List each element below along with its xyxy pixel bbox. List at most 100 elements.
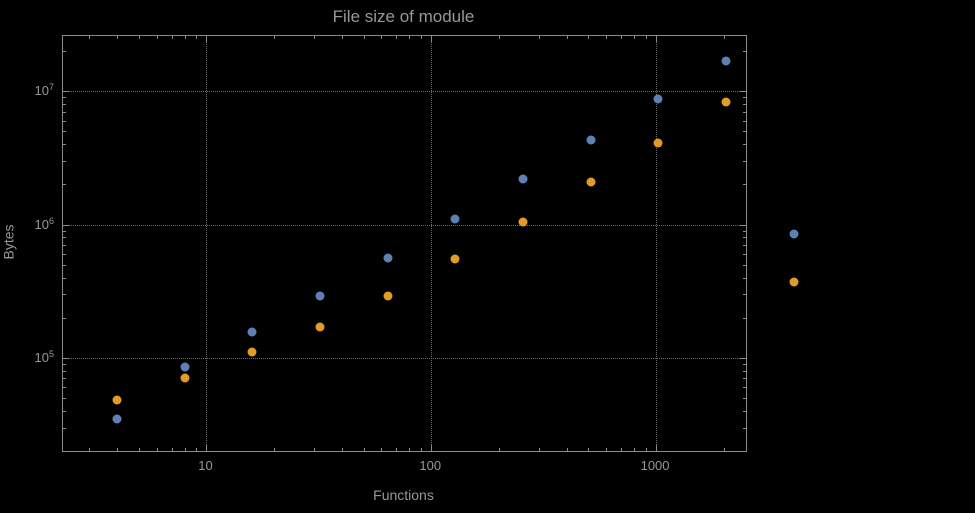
x-axis-tick [341, 36, 343, 39]
x-axis-tick [409, 448, 411, 451]
y-tick-label: 105 [34, 348, 54, 366]
x-axis-tick [196, 36, 198, 39]
y-axis-tick [743, 120, 746, 122]
y-axis-tick [63, 91, 69, 93]
y-axis-tick [740, 91, 746, 93]
data-point [721, 56, 731, 66]
data-point [789, 277, 799, 287]
y-axis-tick [63, 387, 66, 389]
y-axis-tick [63, 410, 66, 412]
y-axis-tick [63, 237, 66, 239]
y-axis-tick [63, 294, 66, 296]
y-axis-tick [63, 224, 69, 226]
y-axis-tick [63, 111, 66, 113]
x-axis-tick [723, 448, 725, 451]
x-axis-tick [313, 36, 315, 39]
y-axis-tick [743, 230, 746, 232]
x-axis-tick [156, 448, 158, 451]
data-point [247, 327, 257, 337]
x-axis-tick [171, 448, 173, 451]
y-axis-tick [743, 245, 746, 247]
y-axis-tick [63, 254, 66, 256]
data-point [180, 373, 190, 383]
y-axis-tick [63, 245, 66, 247]
data-point [180, 362, 190, 372]
x-axis-tick [381, 448, 383, 451]
y-axis-tick [63, 120, 66, 122]
x-axis-tick [196, 448, 198, 451]
y-axis-tick [743, 427, 746, 429]
y-axis-tick [743, 277, 746, 279]
data-point [112, 414, 122, 424]
gridline-horizontal [63, 224, 746, 226]
chart-title: File size of module [332, 7, 475, 26]
data-point [586, 177, 596, 187]
y-axis-tick [63, 370, 66, 372]
x-axis-tick [588, 36, 590, 39]
x-axis-tick [396, 448, 398, 451]
y-axis-tick [743, 294, 746, 296]
x-axis-tick [156, 36, 158, 39]
data-point [653, 138, 663, 148]
y-axis-tick [63, 363, 66, 365]
y-axis-tick [63, 277, 66, 279]
y-axis-tick [743, 370, 746, 372]
gridline-vertical [656, 36, 658, 451]
data-point [653, 94, 663, 104]
x-axis-tick [621, 36, 623, 39]
y-axis-tick [63, 131, 66, 133]
y-axis-tick [743, 104, 746, 106]
y-axis-tick [63, 397, 66, 399]
x-axis-tick [341, 448, 343, 451]
y-axis-tick [743, 254, 746, 256]
y-axis-tick [743, 51, 746, 53]
x-axis-tick [274, 36, 276, 39]
plot-area [62, 35, 799, 452]
x-axis-tick [431, 445, 433, 451]
y-axis-tick [743, 363, 746, 365]
x-axis-tick [409, 36, 411, 39]
y-axis-tick [63, 230, 66, 232]
data-point [518, 174, 528, 184]
x-axis-tick [420, 448, 422, 451]
x-axis-tick [498, 448, 500, 451]
x-axis-tick [184, 36, 186, 39]
data-point [247, 347, 257, 357]
x-axis-tick [645, 36, 647, 39]
y-axis-tick [743, 144, 746, 146]
y-axis-tick [63, 104, 66, 106]
x-tick-label: 1000 [640, 458, 670, 473]
y-tick-label: 106 [34, 215, 54, 232]
x-axis-tick [88, 36, 90, 39]
x-axis-tick [420, 36, 422, 39]
data-point [721, 97, 731, 107]
y-axis-tick [743, 184, 746, 186]
gridline-horizontal [63, 357, 746, 359]
x-axis-tick [381, 36, 383, 39]
x-axis-tick [274, 448, 276, 451]
gridline-vertical [206, 36, 208, 451]
x-axis-tick [363, 36, 365, 39]
y-axis-tick [63, 160, 66, 162]
y-tick-label: 107 [34, 82, 54, 99]
x-axis-tick [206, 36, 208, 42]
y-axis-tick [63, 144, 66, 146]
y-axis-tick [63, 264, 66, 266]
data-point [789, 229, 799, 239]
y-axis-tick [743, 387, 746, 389]
gridline-vertical [431, 36, 433, 451]
y-axis-tick [63, 378, 66, 380]
y-axis-tick [740, 357, 746, 359]
y-axis-tick [743, 97, 746, 99]
x-axis-tick [606, 448, 608, 451]
x-axis-tick [566, 36, 568, 39]
x-axis-tick [656, 445, 658, 451]
data-point [112, 395, 122, 405]
y-axis-tick [63, 184, 66, 186]
x-axis-tick [723, 36, 725, 39]
x-axis-tick [498, 36, 500, 39]
y-axis-tick [743, 410, 746, 412]
x-axis-tick [117, 448, 119, 451]
data-point [450, 214, 460, 224]
x-axis-tick [566, 448, 568, 451]
